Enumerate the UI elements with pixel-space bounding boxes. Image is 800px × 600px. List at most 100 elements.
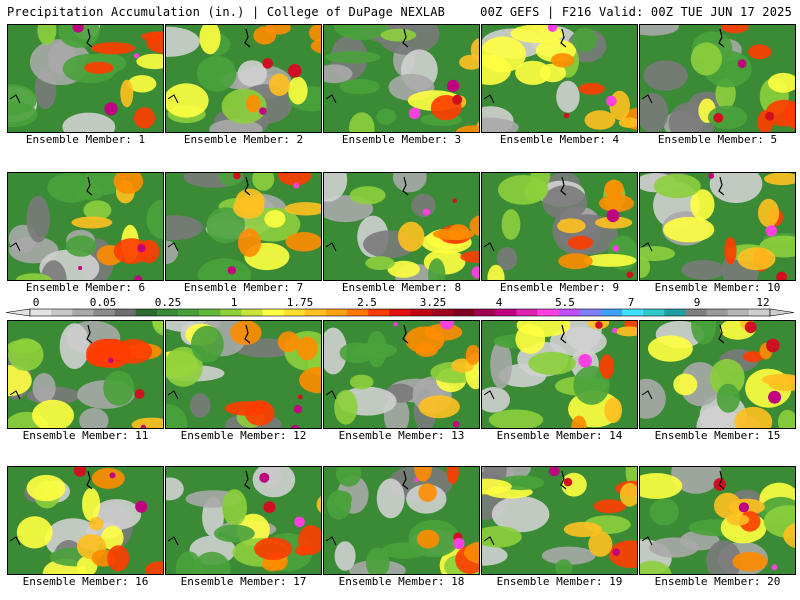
ensemble-member-label: Ensemble Member: 13 [323, 429, 480, 442]
colorbar-segment [51, 309, 73, 316]
ensemble-member-map [639, 172, 796, 281]
colorbar-segment [199, 309, 221, 316]
member-label-text: Ensemble Member: [25, 133, 139, 146]
colorbar-segment [389, 309, 411, 316]
colorbar-segment [241, 309, 263, 316]
colorbar-tick-label: 1 [230, 296, 238, 309]
colorbar-segment [30, 309, 52, 316]
ensemble-member-label: Ensemble Member: 9 [481, 281, 638, 294]
colorbar-segment [347, 309, 369, 316]
colorbar-tick-label: 0.25 [154, 296, 182, 309]
ensemble-member-map [481, 172, 638, 281]
member-label-text: Ensemble Member: [654, 429, 768, 442]
ensemble-member-label: Ensemble Member: 10 [639, 281, 796, 294]
colorbar-segment [304, 309, 327, 316]
ensemble-member-map [481, 320, 638, 429]
member-label-text: Ensemble Member: [22, 575, 136, 588]
colorbar-segment [93, 309, 115, 316]
member-label-text: Ensemble Member: [341, 281, 455, 294]
member-label-text: Ensemble Member: [496, 429, 610, 442]
ensemble-member-map [7, 24, 164, 133]
ensemble-member-label: Ensemble Member: 4 [481, 133, 638, 146]
colorbar-segment [706, 309, 729, 316]
member-label-text: Ensemble Member: [341, 133, 455, 146]
colorbar-right-arrow [769, 308, 795, 317]
ensemble-member-map [323, 172, 480, 281]
ensemble-member-map [323, 24, 480, 133]
member-number: 15 [767, 429, 781, 442]
ensemble-member-map [7, 172, 164, 281]
ensemble-member-map [639, 466, 796, 575]
colorbar-segment [558, 309, 581, 316]
colorbar-tick-label: 4 [495, 296, 503, 309]
member-label-text: Ensemble Member: [338, 429, 452, 442]
colorbar-tick-label: 2.5 [357, 296, 377, 309]
colorbar-tick-label: 12 [756, 296, 770, 309]
colorbar-segment [72, 309, 94, 316]
colorbar-segment [326, 309, 348, 316]
colorbar-segment [600, 309, 623, 316]
ensemble-member-map [165, 172, 322, 281]
member-number: 9 [612, 281, 620, 294]
ensemble-member-label: Ensemble Member: 3 [323, 133, 480, 146]
colorbar-segment [474, 309, 496, 316]
member-label-text: Ensemble Member: [180, 575, 294, 588]
colorbar-segment [135, 309, 158, 316]
member-number: 16 [135, 575, 149, 588]
member-number: 13 [451, 429, 465, 442]
colorbar-tick-label: 0.05 [89, 296, 117, 309]
member-label-text: Ensemble Member: [499, 281, 613, 294]
colorbar-segment [664, 309, 686, 316]
member-number: 12 [293, 429, 307, 442]
ensemble-member-map [165, 320, 322, 429]
colorbar-segment [727, 309, 750, 316]
ensemble-member-label: Ensemble Member: 7 [165, 281, 322, 294]
member-number: 2 [296, 133, 304, 146]
colorbar-left-arrow [5, 308, 31, 317]
colorbar-segment [262, 309, 285, 316]
member-number: 11 [135, 429, 149, 442]
member-number: 8 [454, 281, 462, 294]
ensemble-member-map [639, 24, 796, 133]
colorbar-segment [643, 309, 665, 316]
member-number: 20 [767, 575, 781, 588]
member-number: 1 [138, 133, 146, 146]
member-number: 4 [612, 133, 620, 146]
member-number: 18 [451, 575, 465, 588]
colorbar-tick-label: 1.75 [286, 296, 314, 309]
member-label-text: Ensemble Member: [654, 281, 768, 294]
ensemble-member-map [481, 24, 638, 133]
ensemble-member-label: Ensemble Member: 8 [323, 281, 480, 294]
member-label-text: Ensemble Member: [657, 133, 771, 146]
ensemble-member-map [165, 466, 322, 575]
ensemble-member-label: Ensemble Member: 11 [7, 429, 164, 442]
chart-title: Precipitation Accumulation (in.) | Colle… [7, 5, 446, 19]
member-number: 6 [138, 281, 146, 294]
ensemble-member-label: Ensemble Member: 17 [165, 575, 322, 588]
colorbar-segment [579, 309, 602, 316]
ensemble-member-map [323, 466, 480, 575]
colorbar-segment [178, 309, 200, 316]
colorbar-segment [156, 309, 179, 316]
colorbar-tick-label: 3.25 [419, 296, 447, 309]
colorbar-segment [685, 309, 707, 316]
colorbar-segment [431, 309, 454, 316]
member-number: 7 [296, 281, 304, 294]
colorbar-segment [368, 309, 390, 316]
member-label-text: Ensemble Member: [25, 281, 139, 294]
ensemble-member-label: Ensemble Member: 15 [639, 429, 796, 442]
member-label-text: Ensemble Member: [183, 133, 297, 146]
ensemble-member-label: Ensemble Member: 19 [481, 575, 638, 588]
ensemble-member-label: Ensemble Member: 12 [165, 429, 322, 442]
colorbar-scale [5, 308, 795, 317]
colorbar-segment [410, 309, 433, 316]
ensemble-member-label: Ensemble Member: 14 [481, 429, 638, 442]
ensemble-member-label: Ensemble Member: 20 [639, 575, 796, 588]
colorbar-segment [114, 309, 137, 316]
member-label-text: Ensemble Member: [654, 575, 768, 588]
colorbar-segment [283, 309, 306, 316]
colorbar-segment [516, 309, 538, 316]
ensemble-member-label: Ensemble Member: 5 [639, 133, 796, 146]
model-run-info: 00Z GEFS | F216 Valid: 00Z TUE JUN 17 20… [480, 5, 792, 19]
colorbar-segment [220, 309, 242, 316]
